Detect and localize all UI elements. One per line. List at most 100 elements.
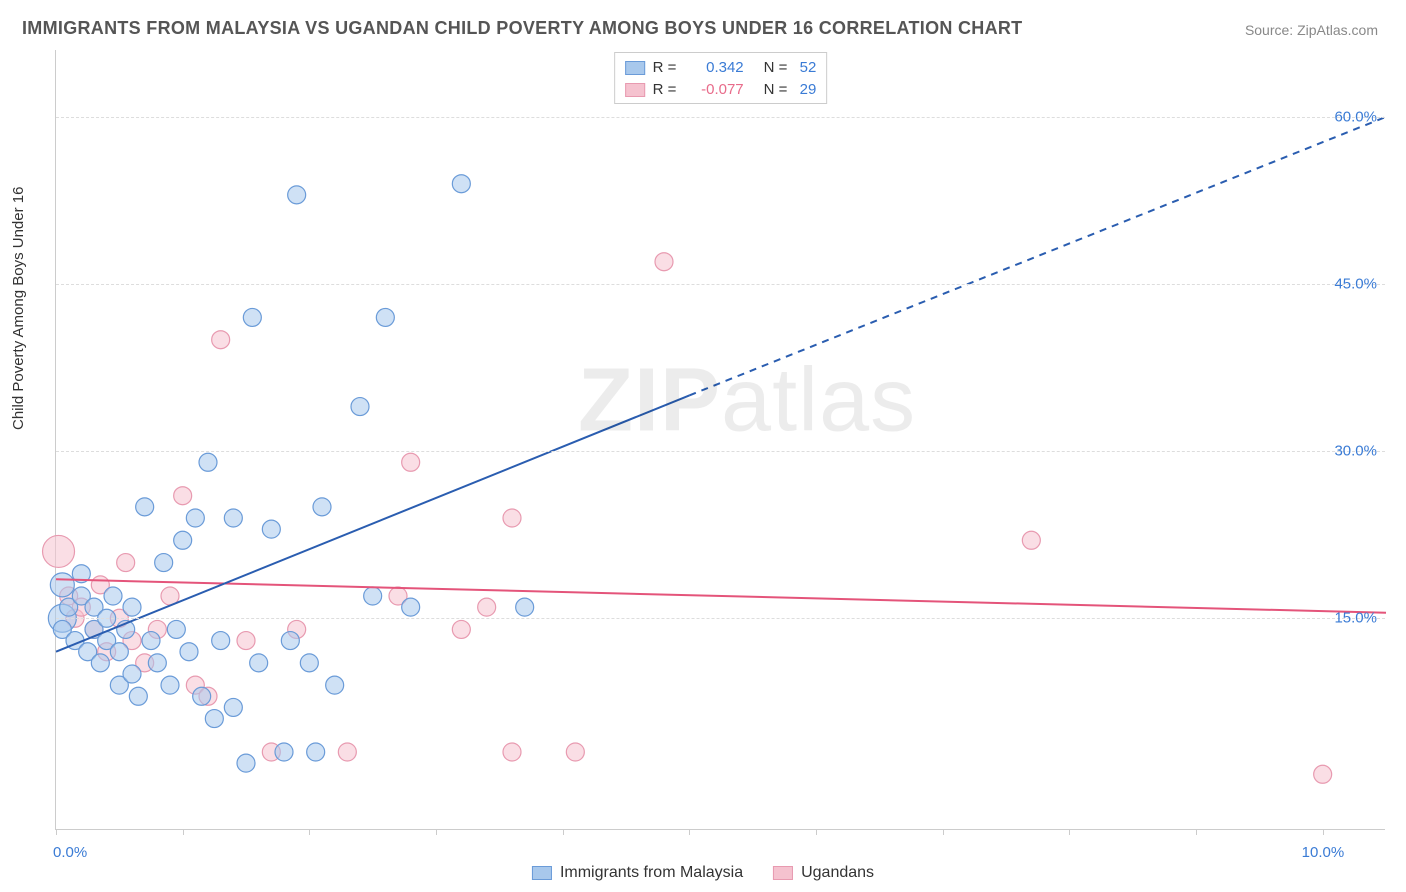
stats-legend-row-1: R = 0.342 N = 52 [625,57,817,79]
scatter-point [275,743,293,761]
x-tick [1196,829,1197,835]
bottom-swatch-2 [773,866,793,880]
scatter-point [516,598,534,616]
legend-swatch-series2 [625,83,645,97]
y-tick-label: 60.0% [1334,108,1377,125]
trend-line [689,117,1386,396]
y-tick-label: 30.0% [1334,443,1377,460]
scatter-point [174,487,192,505]
n-value-2: 29 [800,79,817,101]
scatter-point [351,398,369,416]
grid-line [56,618,1385,619]
scatter-point [161,676,179,694]
scatter-point [376,308,394,326]
scatter-point [50,573,74,597]
scatter-point [281,632,299,650]
scatter-point [1314,765,1332,783]
grid-line [56,117,1385,118]
r-label-1: R = [653,57,681,79]
bottom-swatch-1 [532,866,552,880]
n-label-1: N = [764,57,792,79]
scatter-point [402,598,420,616]
chart-container: IMMIGRANTS FROM MALAYSIA VS UGANDAN CHIL… [0,0,1406,892]
scatter-point [237,754,255,772]
scatter-point [205,710,223,728]
scatter-point [655,253,673,271]
scatter-point [91,654,109,672]
plot-svg [56,50,1385,829]
scatter-point [452,175,470,193]
scatter-point [478,598,496,616]
y-tick-label: 15.0% [1334,610,1377,627]
trend-line [56,395,689,651]
scatter-point [402,453,420,471]
bottom-legend-item-1: Immigrants from Malaysia [532,864,743,882]
bottom-legend-item-2: Ugandans [773,864,874,882]
bottom-legend: Immigrants from Malaysia Ugandans [532,864,874,882]
chart-title: IMMIGRANTS FROM MALAYSIA VS UGANDAN CHIL… [22,18,1022,39]
scatter-point [186,509,204,527]
scatter-point [123,598,141,616]
x-tick [309,829,310,835]
n-value-1: 52 [800,57,817,79]
scatter-point [300,654,318,672]
scatter-point [452,620,470,638]
scatter-point [1022,531,1040,549]
scatter-point [503,509,521,527]
r-label-2: R = [653,79,681,101]
scatter-point [104,587,122,605]
x-tick [816,829,817,835]
scatter-point [43,535,75,567]
source-label: Source: ZipAtlas.com [1245,22,1378,38]
x-tick [943,829,944,835]
scatter-point [224,509,242,527]
x-tick [689,829,690,835]
x-tick [563,829,564,835]
scatter-point [503,743,521,761]
scatter-point [212,331,230,349]
trend-line [56,579,1386,612]
x-tick [1069,829,1070,835]
r-value-1: 0.342 [689,57,744,79]
scatter-point [174,531,192,549]
y-axis-label: Child Poverty Among Boys Under 16 [10,187,27,430]
scatter-point [110,643,128,661]
scatter-point [199,453,217,471]
x-tick [436,829,437,835]
grid-line [56,451,1385,452]
scatter-point [364,587,382,605]
scatter-point [180,643,198,661]
x-tick [1323,829,1324,835]
r-value-2: -0.077 [689,79,744,101]
scatter-point [167,620,185,638]
legend-swatch-series1 [625,61,645,75]
scatter-point [566,743,584,761]
scatter-point [136,498,154,516]
scatter-point [326,676,344,694]
stats-legend: R = 0.342 N = 52 R = -0.077 N = 29 [614,52,828,104]
scatter-point [155,554,173,572]
scatter-point [262,520,280,538]
bottom-label-2: Ugandans [801,864,874,882]
x-axis-label-right: 10.0% [1302,844,1345,861]
grid-line [56,284,1385,285]
n-label-2: N = [764,79,792,101]
scatter-point [224,698,242,716]
scatter-point [237,632,255,650]
x-tick [56,829,57,835]
scatter-point [338,743,356,761]
scatter-point [123,665,141,683]
scatter-point [117,554,135,572]
scatter-point [129,687,147,705]
x-axis-label-left: 0.0% [53,844,87,861]
scatter-point [313,498,331,516]
stats-legend-row-2: R = -0.077 N = 29 [625,79,817,101]
scatter-point [288,186,306,204]
scatter-point [307,743,325,761]
bottom-label-1: Immigrants from Malaysia [560,864,743,882]
scatter-point [212,632,230,650]
scatter-point [243,308,261,326]
y-tick-label: 45.0% [1334,276,1377,293]
scatter-point [148,654,166,672]
plot-area: R = 0.342 N = 52 R = -0.077 N = 29 ZIPat… [55,50,1385,830]
